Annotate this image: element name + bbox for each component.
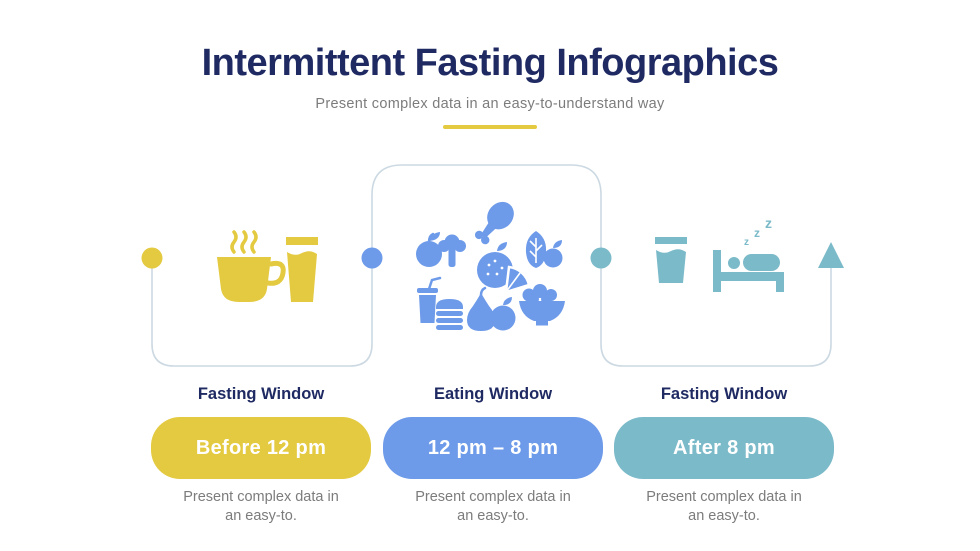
section-heading: Fasting Window [660,385,788,403]
page-subtitle: Present complex data in an easy-to-under… [315,96,665,112]
section-description: Present complex data in an easy-to. [415,489,571,524]
orange-fruit-icon [477,242,531,294]
apple-broccoli-icon [416,232,466,267]
page-title: Intermittent Fasting Infographics [201,42,779,84]
section-heading: Eating Window [433,385,553,403]
section-description: Present complex data in an easy-to. [646,489,802,524]
arrow-triangle-icon [818,242,844,268]
chicken-leg-icon [474,201,514,245]
timeline-dot-fasting2-icon [590,247,612,269]
section-fasting-before: Fasting Window Before 12 pm Present comp… [151,384,371,526]
leafy-greens-apple-icon [525,231,563,268]
pear-apple-icon [467,286,516,331]
fast-food-icon [417,276,463,330]
section-heading: Fasting Window [197,385,325,403]
title-underline-decoration [443,125,537,129]
time-pill-12pm-8pm: 12 pm – 8 pm [383,417,603,479]
water-glass-icon [286,237,318,302]
section-fasting-after: Fasting Window After 8 pm Present comple… [614,384,834,526]
svg-text:z: z [754,226,760,240]
time-pill-before-12pm: Before 12 pm [151,417,371,479]
water-glass-icon-2 [655,237,687,283]
section-eating: Eating Window 12 pm – 8 pm Present compl… [383,384,603,526]
svg-text:z: z [765,215,772,231]
salad-bowl-icon [519,284,565,326]
timeline-dot-fasting-icon [141,247,163,269]
timeline-path [151,164,832,367]
section-description: Present complex data in an easy-to. [183,489,339,524]
coffee-cup-icon [217,230,286,302]
svg-text:z: z [744,237,749,248]
food-icons [416,201,565,331]
sleeping-bed-icon: z z z [713,215,784,292]
timeline-dot-eating-icon [361,247,383,269]
time-pill-after-8pm: After 8 pm [614,417,834,479]
